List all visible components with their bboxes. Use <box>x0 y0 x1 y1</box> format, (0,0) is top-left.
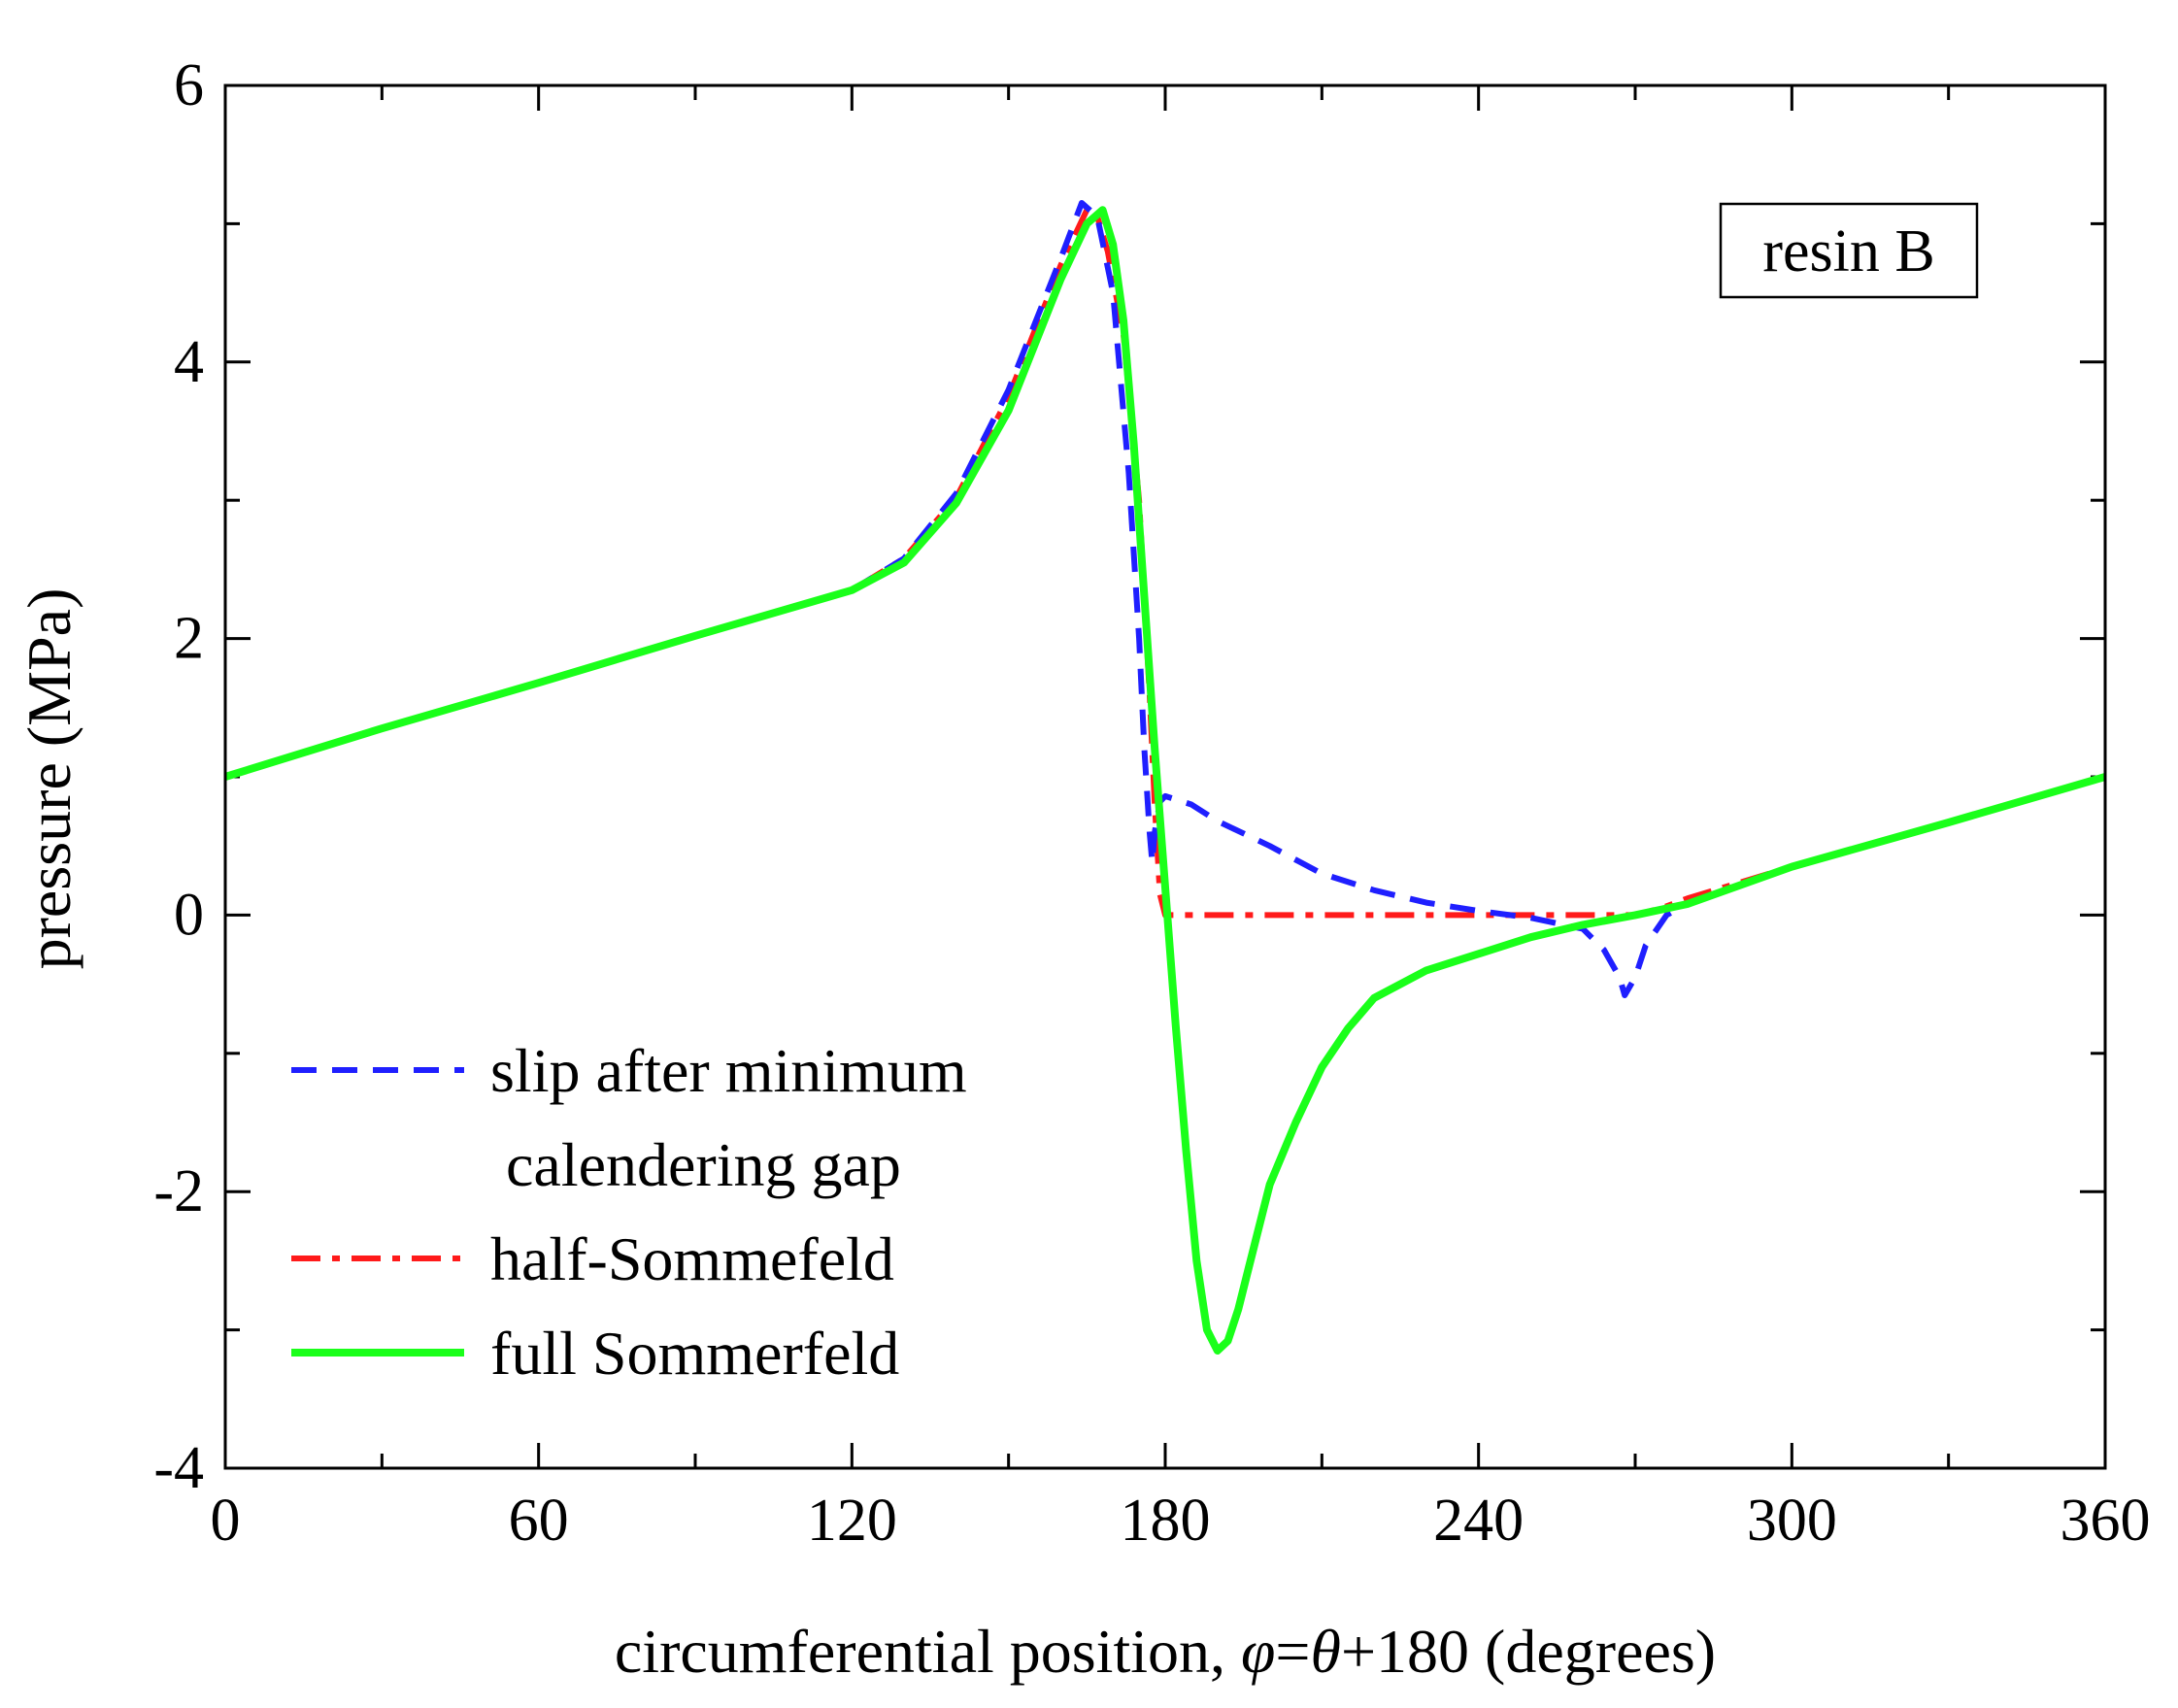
annotation-label: resin B <box>1762 218 1934 285</box>
y-axis-title: pressure (MPa) <box>15 588 84 970</box>
x-tick-label: 120 <box>807 1488 897 1554</box>
legend-label: full Sommerfeld <box>490 1319 899 1388</box>
x-tick-label: 300 <box>1747 1488 1837 1554</box>
legend-label: half-Sommefeld <box>490 1224 894 1293</box>
legend: slip after minimum calendering gap half-So… <box>291 1036 967 1388</box>
series-line-half-sommefeld <box>224 207 2106 919</box>
data-series <box>223 200 2107 1355</box>
legend-label: slip after minimum <box>490 1036 967 1105</box>
y-tick-label: 0 <box>174 882 204 948</box>
x-axis-title: circumferential position, φ=θ+180 (degre… <box>615 1617 1716 1686</box>
y-tick-label: -4 <box>153 1435 204 1501</box>
annotation-frame <box>1719 202 1979 299</box>
x-tick-label: 0 <box>211 1488 241 1554</box>
y-tick-label: -2 <box>153 1158 204 1224</box>
x-tick-label: 240 <box>1433 1488 1524 1554</box>
y-tick-label: 6 <box>174 52 204 118</box>
y-tick-label: 4 <box>174 329 204 395</box>
annotation-box: resin B <box>1719 202 1979 299</box>
x-tick-label: 360 <box>2061 1488 2151 1554</box>
plot-frame <box>223 84 2107 1470</box>
tick-labels: 0 60 120 180 240 300 360 -4 -2 0 2 4 6 <box>153 52 2150 1554</box>
y-tick-label: 2 <box>174 606 204 672</box>
series-line-full-sommerfeld <box>223 206 2107 1355</box>
x-tick-label: 60 <box>509 1488 569 1554</box>
x-tick-label: 180 <box>1121 1488 1211 1554</box>
legend-label: calendering gap <box>506 1130 901 1199</box>
series-line-slip-after-minimum-calendering-gap <box>224 200 2106 998</box>
